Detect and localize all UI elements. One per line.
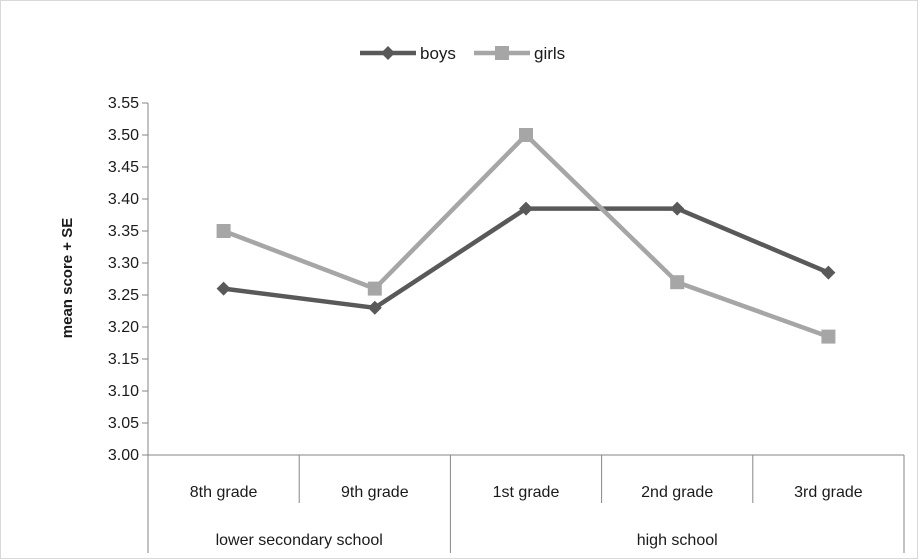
- y-tick-label: 3.25: [108, 287, 139, 304]
- series-layer: [216, 128, 836, 344]
- x-group-label: lower secondary school: [216, 532, 383, 549]
- series-girls: [216, 128, 836, 344]
- y-tick-label: 3.05: [108, 415, 139, 432]
- data-point-boys: [367, 300, 382, 315]
- x-axis: 8th grade 9th grade 1st grade 2nd grade 3rd …: [147, 454, 905, 553]
- x-category-label: 8th grade: [190, 484, 258, 501]
- y-tick-label: 3.20: [108, 319, 139, 336]
- data-point-boys: [519, 201, 533, 216]
- y-tick-label: 3.30: [108, 255, 139, 272]
- legend-label: boys: [420, 44, 456, 63]
- y-tick-label: 3.50: [108, 127, 139, 144]
- data-point-girls: [367, 281, 382, 296]
- legend-label: girls: [534, 44, 565, 63]
- x-category-label: 9th grade: [341, 484, 409, 501]
- legend-item-girls: girls: [474, 44, 565, 63]
- data-point-girls: [519, 128, 533, 142]
- y-tick-label: 3.40: [108, 191, 139, 208]
- x-category-label: 2nd grade: [641, 484, 713, 501]
- data-point-boys: [821, 265, 836, 280]
- y-tick-label: 3.00: [108, 447, 139, 464]
- series-boys: [216, 201, 836, 315]
- y-tick-label: 3.10: [108, 383, 139, 400]
- y-tick-label: 3.15: [108, 351, 139, 368]
- y-tick-label: 3.35: [108, 223, 139, 240]
- data-point-boys: [670, 201, 685, 216]
- x-group-label: high school: [637, 532, 718, 549]
- data-point-girls: [821, 329, 836, 344]
- data-point-girls: [670, 275, 685, 290]
- y-axis-label: mean score + SE: [59, 218, 76, 338]
- legend-marker-girls: [495, 46, 509, 60]
- legend-marker-boys: [381, 46, 395, 60]
- x-category-label: 3rd grade: [794, 484, 863, 501]
- data-point-girls: [216, 224, 231, 238]
- legend: boys girls: [360, 44, 565, 63]
- legend-item-boys: boys: [360, 44, 456, 63]
- y-axis: 3.00 3.05 3.10 3.15 3.20 3.25 3.30 3.35 3.40 3.45…: [108, 95, 149, 464]
- series-line-boys: [223, 206, 830, 311]
- y-tick-label: 3.55: [108, 95, 139, 112]
- x-category-label: 1st grade: [493, 484, 560, 501]
- data-point-boys: [216, 281, 231, 296]
- y-tick-label: 3.45: [108, 159, 139, 176]
